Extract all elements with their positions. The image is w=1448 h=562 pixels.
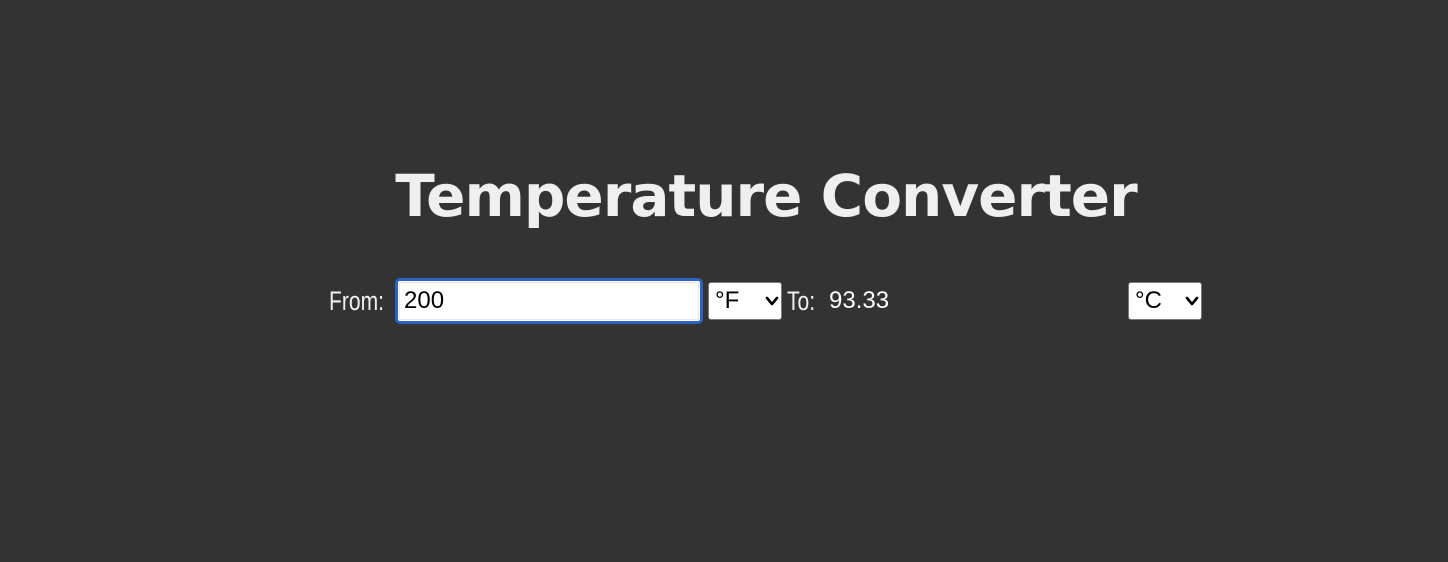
to-unit-select[interactable]: °C — [1128, 282, 1202, 320]
from-unit-select[interactable]: °F — [708, 282, 782, 320]
from-value-input[interactable] — [395, 278, 703, 324]
page-title: Temperature Converter — [395, 162, 1138, 230]
from-unit-value: °F — [715, 287, 740, 314]
chevron-down-icon — [1185, 296, 1199, 306]
converter-row: From: °F To: 93.33 °C — [0, 278, 1448, 324]
result-value: 93.33 — [829, 287, 890, 314]
to-unit-value: °C — [1135, 287, 1162, 314]
from-label: From: — [329, 286, 384, 316]
chevron-down-icon — [765, 296, 779, 306]
to-label: To: — [787, 286, 816, 316]
